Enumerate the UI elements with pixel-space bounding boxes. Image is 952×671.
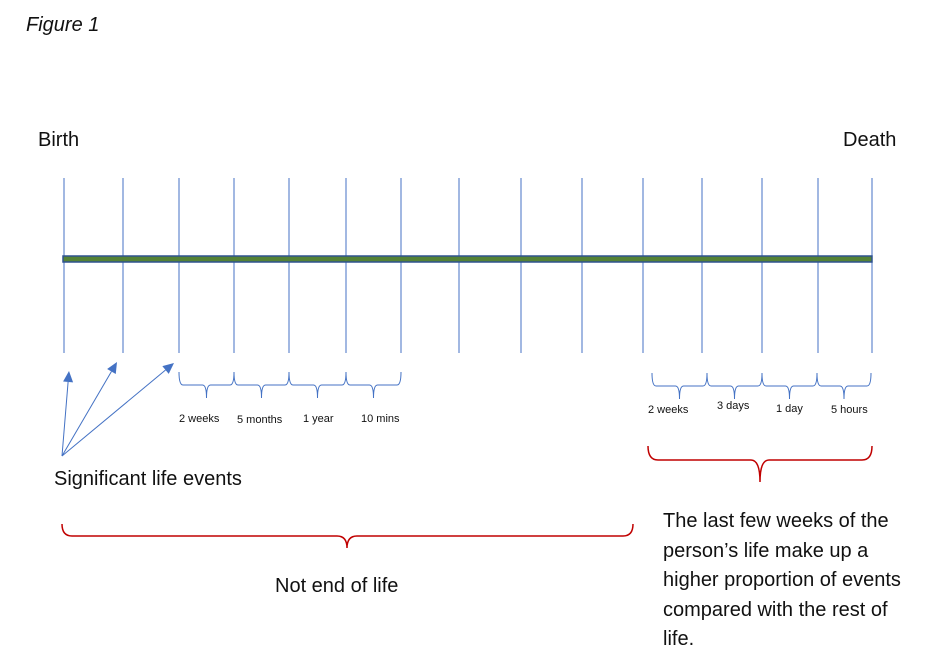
early-interval-brace-3 — [288, 371, 347, 399]
late-interval-braces — [651, 372, 872, 400]
late-interval-label-2: 3 days — [717, 400, 750, 412]
last-weeks-brace — [647, 445, 873, 483]
life-event-arrows — [61, 362, 174, 457]
life-event-arrowhead-1 — [63, 371, 74, 383]
life-event-arrowhead-2 — [107, 362, 117, 375]
late-interval-label-3: 1 day — [776, 403, 803, 415]
life-timeline-bar — [62, 255, 873, 263]
figure-title: Figure 1 — [26, 14, 100, 36]
not-end-of-life-brace — [61, 523, 634, 549]
early-interval-label-3: 1 year — [303, 413, 334, 425]
early-interval-brace-4 — [345, 371, 402, 399]
life-event-arrow-line-2 — [61, 371, 112, 457]
late-interval-brace-2 — [706, 372, 763, 400]
early-interval-label-4: 10 mins — [361, 413, 400, 425]
timeline-ticks — [63, 178, 873, 353]
early-interval-brace-1 — [178, 371, 235, 399]
late-interval-brace-3 — [761, 372, 818, 400]
late-interval-brace-4 — [816, 372, 872, 400]
late-interval-label-1: 2 weeks — [648, 404, 689, 416]
significant-life-events-label: Significant life events — [54, 468, 242, 490]
not-end-of-life-label: Not end of life — [275, 575, 399, 597]
early-interval-braces — [178, 371, 402, 399]
early-interval-label-2: 5 months — [237, 414, 283, 426]
late-interval-label-4: 5 hours — [831, 404, 868, 416]
early-interval-brace-2 — [233, 371, 290, 399]
life-event-arrowhead-3 — [162, 363, 174, 374]
life-event-arrow-line-1 — [61, 381, 69, 457]
death-label: Death — [843, 129, 897, 151]
birth-label: Birth — [38, 129, 80, 151]
last-weeks-caption: The last few weeks of the person’s life … — [663, 510, 901, 650]
early-interval-label-1: 2 weeks — [179, 413, 220, 425]
life-event-arrow-line-3 — [61, 369, 166, 457]
late-interval-brace-1 — [651, 372, 708, 400]
